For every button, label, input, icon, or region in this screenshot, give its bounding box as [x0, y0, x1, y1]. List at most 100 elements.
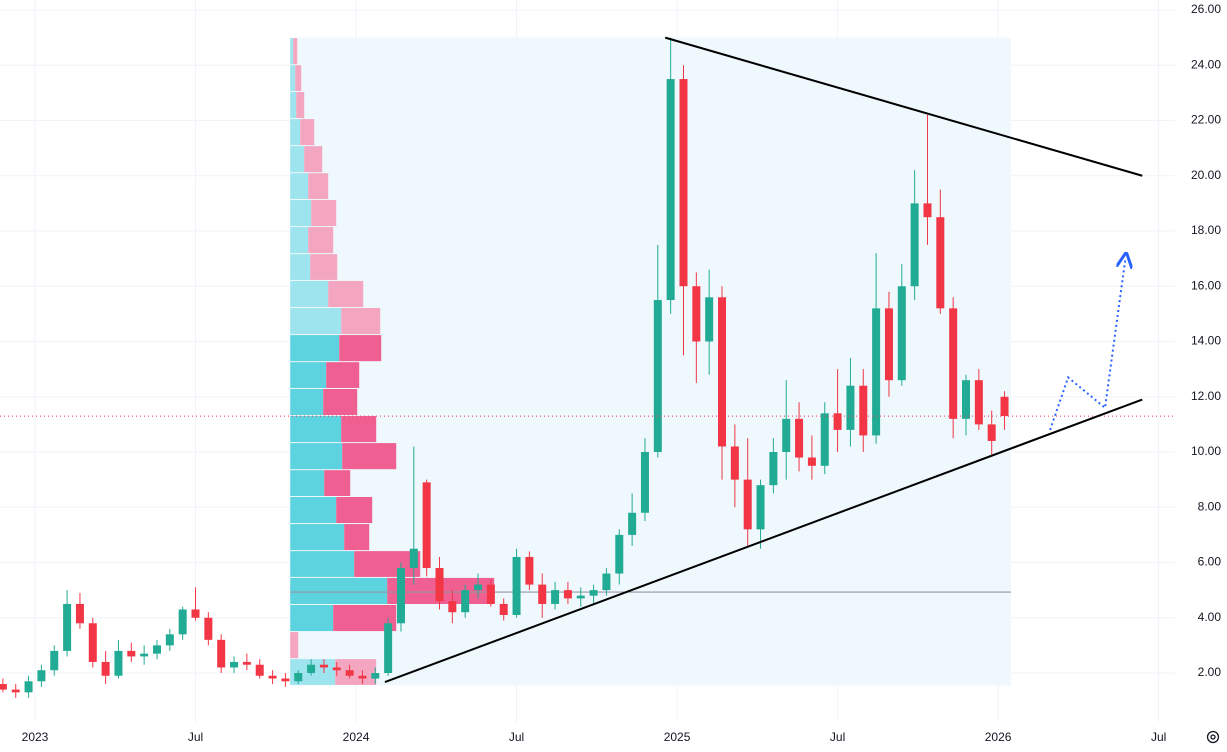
candle-body: [37, 670, 46, 682]
y-tick-label: 10.00: [1191, 444, 1221, 458]
profile-up-bar: [290, 146, 305, 173]
y-tick-label: 20.00: [1191, 168, 1221, 182]
overlays: [0, 36, 1175, 684]
settings-gear[interactable]: [1206, 730, 1220, 744]
candle-body: [679, 79, 688, 287]
profile-down-bar: [354, 551, 421, 577]
candle-body: [589, 590, 598, 596]
candle-body: [551, 590, 560, 604]
profile-down-bar: [342, 443, 397, 470]
candle-body: [512, 556, 521, 615]
profile-up-bar: [290, 200, 312, 227]
candle-body: [807, 457, 816, 466]
candle-body: [217, 639, 226, 668]
candle-body: [795, 418, 804, 458]
y-tick-label: 16.00: [1191, 278, 1221, 292]
x-tick-label: Jul: [509, 730, 524, 744]
profile-up-bar: [290, 551, 355, 577]
candle-body: [923, 203, 932, 218]
candle-body: [705, 297, 714, 342]
y-tick-label: 24.00: [1191, 57, 1221, 71]
candle-body: [474, 584, 483, 591]
x-tick-label: 2024: [343, 730, 370, 744]
profile-up-bar: [290, 362, 327, 388]
x-tick-label: Jul: [1151, 730, 1166, 744]
candle-body: [255, 664, 264, 676]
candle-body: [525, 556, 534, 585]
candle-body: [24, 681, 33, 693]
candle-body: [358, 675, 367, 679]
candle-body: [165, 634, 174, 646]
candle-body: [743, 479, 752, 530]
y-tick-label: 26.00: [1191, 2, 1221, 16]
candle-body: [281, 678, 290, 682]
candle-body: [962, 380, 971, 419]
candle-body: [987, 424, 996, 441]
candle-body: [345, 670, 354, 676]
profile-down-bar: [341, 308, 381, 335]
profile-up-bar: [290, 496, 337, 524]
candle-body: [1000, 396, 1009, 417]
candle-body: [101, 661, 110, 676]
candle-body: [563, 590, 572, 599]
x-tick-label: Jul: [188, 730, 203, 744]
candle-body: [307, 664, 316, 673]
candle-body: [833, 413, 842, 430]
candle-body: [769, 452, 778, 486]
candle-body: [576, 595, 585, 599]
profile-down-bar: [300, 119, 315, 146]
profile-up-bar: [290, 335, 340, 362]
candle-body: [50, 650, 59, 671]
candle-body: [782, 418, 791, 452]
profile-up-bar: [290, 91, 297, 119]
candle-body: [384, 623, 393, 673]
candle-body: [435, 568, 444, 602]
settings-icon[interactable]: [1206, 730, 1220, 744]
profile-up-bar: [290, 577, 388, 604]
profile-down-bar: [326, 362, 360, 388]
candle-body: [204, 617, 213, 640]
candle-body: [872, 308, 881, 436]
profile-down-bar: [308, 227, 334, 254]
profile-up-bar: [290, 38, 294, 65]
candle-body: [332, 667, 341, 671]
profile-up-bar: [290, 470, 325, 496]
profile-down-bar: [341, 416, 377, 443]
settings-gear-center[interactable]: [1210, 734, 1216, 740]
candle-body: [114, 650, 123, 676]
candle-body: [653, 300, 662, 452]
candle-body: [88, 623, 97, 662]
y-tick-label: 8.00: [1198, 499, 1222, 513]
candle-body: [974, 380, 983, 425]
candle-body: [615, 534, 624, 574]
candle-body: [319, 664, 328, 668]
candle-body: [448, 601, 457, 613]
candle-body: [846, 385, 855, 430]
candle-body: [692, 286, 701, 342]
profile-down-bar: [339, 335, 382, 362]
y-tick-label: 2.00: [1198, 665, 1222, 679]
profile-down-bar: [344, 524, 370, 551]
x-tick-label: 2026: [985, 730, 1012, 744]
candle-body: [127, 650, 136, 657]
profile-down-bar: [308, 173, 329, 200]
candle-body: [242, 661, 251, 665]
candle-body: [75, 603, 84, 624]
candle-body: [640, 452, 649, 513]
profile-up-bar: [290, 119, 301, 146]
candle-body: [486, 584, 495, 604]
candle-body: [396, 568, 405, 624]
profile-up-bar: [290, 524, 345, 551]
y-tick-label: 4.00: [1198, 610, 1222, 624]
profile-down-bar: [336, 496, 373, 524]
trendline: [384, 398, 1143, 684]
profile-up-bar: [290, 65, 296, 91]
candle-body: [859, 385, 868, 436]
candle-body: [268, 675, 277, 679]
profile-up-bar: [290, 308, 342, 335]
profile-down-bar: [323, 388, 358, 416]
candle-body: [756, 485, 765, 530]
profile-down-bar: [296, 91, 305, 119]
y-tick-label: 6.00: [1198, 555, 1222, 569]
